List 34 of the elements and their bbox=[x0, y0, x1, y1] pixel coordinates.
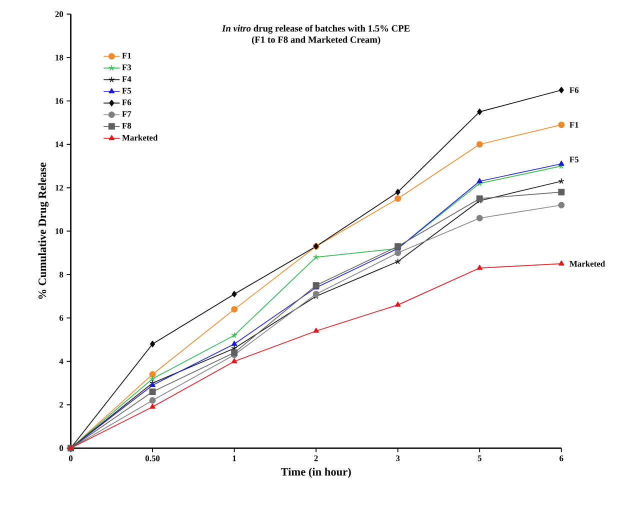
y-tick-label: 16 bbox=[56, 98, 64, 104]
legend-label: Marketed bbox=[122, 134, 158, 141]
x-tick-label: 6 bbox=[560, 456, 564, 462]
y-tick-label: 12 bbox=[56, 185, 64, 191]
y-axis-title: % Cumulative Drug Release bbox=[38, 162, 49, 299]
x-tick-label: 2 bbox=[314, 456, 318, 462]
x-tick-label: 0 bbox=[68, 456, 73, 462]
legend-label: F4 bbox=[122, 76, 132, 82]
x-tick-label: 5 bbox=[478, 456, 482, 462]
text: (F1 to F8 and Marketed Cream) bbox=[252, 36, 380, 45]
legend-label: F5 bbox=[122, 88, 132, 94]
legend-label: F1 bbox=[122, 52, 131, 59]
y-tick-label: 8 bbox=[59, 272, 64, 278]
x-axis-title: Time (in hour) bbox=[280, 468, 351, 478]
y-tick-label: 0 bbox=[60, 445, 64, 452]
annotation: Marketed bbox=[570, 260, 606, 267]
legend-label: F3 bbox=[122, 64, 132, 70]
x-tick-label: 1 bbox=[232, 456, 236, 462]
annotation: F1 bbox=[570, 122, 578, 128]
y-tick-label: 14 bbox=[56, 142, 64, 148]
y-tick-label: 18 bbox=[56, 54, 64, 61]
legend-label: F6 bbox=[122, 100, 132, 106]
y-tick-label: 20 bbox=[55, 11, 64, 18]
legend-label: F7 bbox=[122, 111, 132, 117]
annotation: F6 bbox=[570, 87, 579, 94]
annotation: F5 bbox=[570, 156, 578, 163]
y-tick-label: 10 bbox=[56, 228, 64, 234]
y-tick-label: 4 bbox=[59, 358, 64, 364]
y-tick-label: 2 bbox=[60, 402, 64, 408]
legend-label: F8 bbox=[122, 123, 132, 129]
y-tick-label: 6 bbox=[60, 315, 64, 321]
text: In vitro drug release of batches with 1.5% CPE bbox=[222, 25, 410, 34]
x-tick-label: 0.50 bbox=[145, 456, 160, 462]
x-tick-label: 3 bbox=[396, 456, 400, 462]
